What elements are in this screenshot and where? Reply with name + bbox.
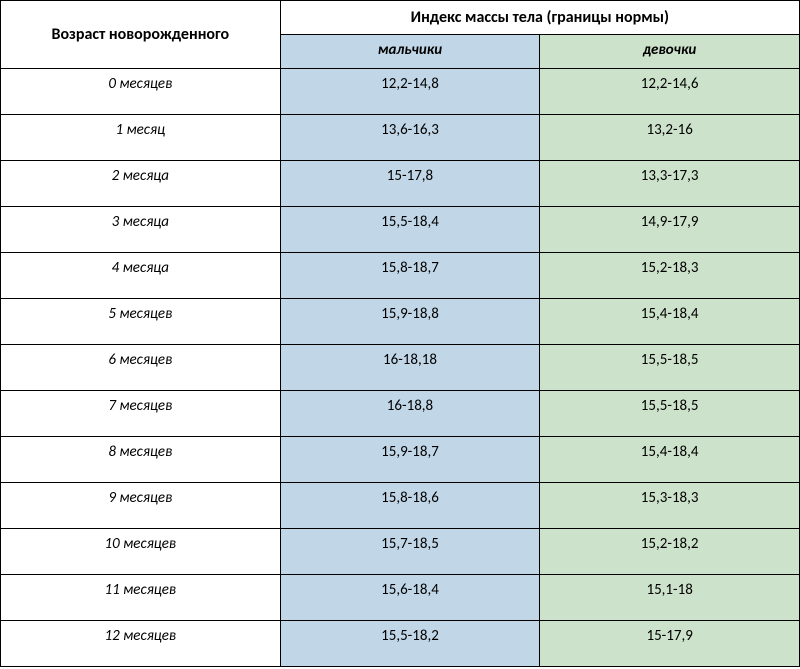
girls-cell: 15-17,9 — [540, 621, 800, 667]
boys-cell: 12,2-14,8 — [280, 69, 540, 115]
boys-cell: 16-18,18 — [280, 345, 540, 391]
boys-cell: 15,9-18,7 — [280, 437, 540, 483]
boys-cell: 15,9-18,8 — [280, 299, 540, 345]
boys-cell: 15,7-18,5 — [280, 529, 540, 575]
age-cell: 11 месяцев — [1, 575, 281, 621]
header-row-1: Возраст новорожденного Индекс массы тела… — [1, 1, 800, 35]
girls-cell: 15,2-18,2 — [540, 529, 800, 575]
header-bmi: Индекс массы тела (границы нормы) — [280, 1, 799, 35]
boys-cell: 15,8-18,7 — [280, 253, 540, 299]
age-cell: 3 месяца — [1, 207, 281, 253]
girls-cell: 13,3-17,3 — [540, 161, 800, 207]
age-cell: 10 месяцев — [1, 529, 281, 575]
table-row: 2 месяца15-17,813,3-17,3 — [1, 161, 800, 207]
boys-cell: 15,5-18,4 — [280, 207, 540, 253]
boys-cell: 13,6-16,3 — [280, 115, 540, 161]
girls-cell: 15,2-18,3 — [540, 253, 800, 299]
table-row: 12 месяцев15,5-18,215-17,9 — [1, 621, 800, 667]
age-cell: 0 месяцев — [1, 69, 281, 115]
table-body: 0 месяцев12,2-14,812,2-14,61 месяц13,6-1… — [1, 69, 800, 667]
girls-cell: 15,4-18,4 — [540, 437, 800, 483]
table-row: 5 месяцев15,9-18,815,4-18,4 — [1, 299, 800, 345]
table-row: 4 месяца15,8-18,715,2-18,3 — [1, 253, 800, 299]
header-boys: мальчики — [280, 35, 540, 69]
boys-cell: 15-17,8 — [280, 161, 540, 207]
girls-cell: 15,4-18,4 — [540, 299, 800, 345]
girls-cell: 13,2-16 — [540, 115, 800, 161]
table-row: 6 месяцев16-18,1815,5-18,5 — [1, 345, 800, 391]
girls-cell: 15,5-18,5 — [540, 391, 800, 437]
girls-cell: 15,1-18 — [540, 575, 800, 621]
age-cell: 1 месяц — [1, 115, 281, 161]
age-cell: 4 месяца — [1, 253, 281, 299]
boys-cell: 15,6-18,4 — [280, 575, 540, 621]
age-cell: 12 месяцев — [1, 621, 281, 667]
table-row: 11 месяцев15,6-18,415,1-18 — [1, 575, 800, 621]
age-cell: 5 месяцев — [1, 299, 281, 345]
table-row: 7 месяцев16-18,815,5-18,5 — [1, 391, 800, 437]
table-row: 8 месяцев15,9-18,715,4-18,4 — [1, 437, 800, 483]
age-cell: 8 месяцев — [1, 437, 281, 483]
table-row: 10 месяцев15,7-18,515,2-18,2 — [1, 529, 800, 575]
boys-cell: 15,8-18,6 — [280, 483, 540, 529]
table-row: 0 месяцев12,2-14,812,2-14,6 — [1, 69, 800, 115]
age-cell: 6 месяцев — [1, 345, 281, 391]
girls-cell: 14,9-17,9 — [540, 207, 800, 253]
table-row: 9 месяцев15,8-18,615,3-18,3 — [1, 483, 800, 529]
boys-cell: 16-18,8 — [280, 391, 540, 437]
girls-cell: 15,5-18,5 — [540, 345, 800, 391]
header-age: Возраст новорожденного — [1, 1, 281, 69]
header-girls: девочки — [540, 35, 800, 69]
age-cell: 7 месяцев — [1, 391, 281, 437]
table-row: 1 месяц13,6-16,313,2-16 — [1, 115, 800, 161]
bmi-table: Возраст новорожденного Индекс массы тела… — [0, 0, 800, 667]
boys-cell: 15,5-18,2 — [280, 621, 540, 667]
age-cell: 9 месяцев — [1, 483, 281, 529]
table-row: 3 месяца15,5-18,414,9-17,9 — [1, 207, 800, 253]
girls-cell: 15,3-18,3 — [540, 483, 800, 529]
age-cell: 2 месяца — [1, 161, 281, 207]
girls-cell: 12,2-14,6 — [540, 69, 800, 115]
